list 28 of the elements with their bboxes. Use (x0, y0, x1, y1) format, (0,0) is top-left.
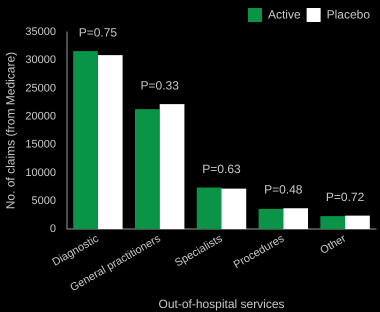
bar (160, 104, 184, 230)
y-tick-label: 0 (50, 223, 56, 236)
y-tick-label: 5000 (32, 194, 56, 207)
bar (345, 216, 370, 230)
bar (196, 187, 222, 230)
annotation: P=0.48 (264, 182, 303, 197)
bar (258, 208, 284, 230)
x-tick-label: Other (318, 232, 348, 257)
y-axis-title: No. of claims (from Medicare) (4, 52, 18, 210)
legend-label: Active (268, 7, 301, 22)
annotation: P=0.63 (202, 162, 241, 176)
annotation: P=0.75 (78, 25, 118, 40)
bar (98, 55, 123, 230)
x-axis-title: Out-of-hospital services (158, 297, 285, 312)
y-tick-label: 10000 (25, 166, 56, 179)
y-tick-label: 20000 (25, 110, 56, 123)
y-tick-label: 15000 (25, 138, 56, 151)
annotation: P=0.33 (140, 78, 180, 92)
bar (320, 216, 346, 230)
bar (134, 109, 160, 230)
y-tick-label: 25000 (25, 82, 56, 94)
legend-label: Placebo (326, 7, 370, 22)
y-tick-label: 30000 (25, 54, 56, 66)
bar (73, 51, 98, 230)
bar (283, 208, 308, 230)
y-tick-label: 35000 (25, 26, 56, 38)
annotation: P=0.72 (326, 190, 365, 204)
bar (221, 188, 246, 230)
